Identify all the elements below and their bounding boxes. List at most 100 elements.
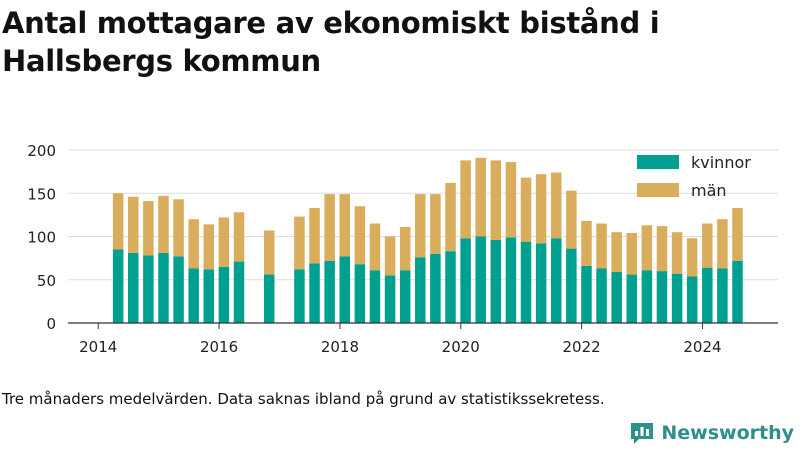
bar-kvinnor <box>415 257 426 323</box>
bar-kvinnor <box>369 270 381 323</box>
bar-kvinnor <box>671 273 683 323</box>
bar-män <box>460 160 471 239</box>
bar-män <box>686 238 698 277</box>
bar-män <box>671 232 683 274</box>
bar-män <box>324 194 335 261</box>
bar-män <box>399 226 411 271</box>
bar-män <box>581 220 592 266</box>
bar-män <box>384 236 396 276</box>
y-tick-label: 50 <box>37 272 56 290</box>
brand-logo[interactable]: Newsworthy <box>629 420 794 446</box>
bar-män <box>475 157 486 237</box>
bar-kvinnor <box>581 265 592 323</box>
y-tick-label: 150 <box>27 185 56 203</box>
x-tick-label: 2024 <box>683 338 721 356</box>
bar-män <box>415 194 426 258</box>
bar-män <box>535 174 547 244</box>
bar-män <box>294 216 305 270</box>
x-tick-label: 2018 <box>321 338 359 356</box>
bar-kvinnor <box>732 260 743 323</box>
y-tick-label: 200 <box>27 142 56 160</box>
bar-män <box>505 162 517 238</box>
bar-kvinnor <box>188 268 199 323</box>
bar-kvinnor <box>520 241 532 323</box>
bar-män <box>369 223 381 271</box>
bar-män <box>188 219 199 269</box>
bar-kvinnor <box>158 252 169 323</box>
bar-kvinnor <box>384 275 396 323</box>
bar-kvinnor <box>686 276 698 323</box>
bar-kvinnor <box>399 270 411 323</box>
bar-män <box>656 226 668 272</box>
x-tick-label: 2020 <box>442 338 480 356</box>
bar-kvinnor <box>339 256 350 323</box>
chart-title: Antal mottagare av ekonomiskt bistånd i … <box>2 6 660 78</box>
bar-kvinnor <box>702 267 713 323</box>
bar-kvinnor <box>309 263 320 323</box>
bar-män <box>490 160 502 240</box>
bar-kvinnor <box>550 238 562 323</box>
bar-män <box>128 196 139 253</box>
legend-swatch-kvinnor <box>637 155 679 169</box>
bar-kvinnor <box>535 243 547 323</box>
bar-män <box>112 193 124 250</box>
bar-män <box>173 199 184 257</box>
bar-män <box>596 223 607 269</box>
bar-kvinnor <box>143 255 154 323</box>
bar-män <box>218 217 230 267</box>
bar-kvinnor <box>490 239 502 323</box>
bar-kvinnor <box>128 252 139 323</box>
bar-kvinnor <box>203 269 215 323</box>
bar-kvinnor <box>626 274 638 323</box>
bar-män <box>203 224 215 270</box>
bar-män <box>717 219 728 269</box>
legend-label-män: män <box>691 181 727 200</box>
bar-män <box>430 194 441 254</box>
bar-kvinnor <box>611 271 622 323</box>
bar-kvinnor <box>717 268 728 323</box>
bar-kvinnor <box>173 256 184 323</box>
bar-kvinnor <box>233 261 245 323</box>
brand-name: Newsworthy <box>661 422 794 444</box>
bar-kvinnor <box>460 238 471 323</box>
bar-kvinnor <box>354 264 366 323</box>
bar-män <box>445 182 456 252</box>
bar-kvinnor <box>218 266 230 323</box>
bar-män <box>566 190 577 249</box>
bar-kvinnor <box>445 251 456 323</box>
bar-män <box>550 172 562 239</box>
y-tick-label: 0 <box>46 315 56 333</box>
bar-kvinnor <box>112 249 124 323</box>
bar-män <box>520 177 532 242</box>
legend-label-kvinnor: kvinnor <box>691 153 751 172</box>
y-tick-label: 100 <box>27 229 56 247</box>
bar-kvinnor <box>596 268 607 323</box>
x-tick-label: 2022 <box>563 338 601 356</box>
x-tick-label: 2014 <box>79 338 117 356</box>
bar-kvinnor <box>294 269 305 323</box>
bar-kvinnor <box>656 271 668 323</box>
bar-kvinnor <box>641 270 653 323</box>
bar-män <box>611 232 622 272</box>
bar-män <box>143 201 154 256</box>
footnote: Tre månaders medelvärden. Data saknas ib… <box>2 390 605 408</box>
bar-män <box>702 223 713 268</box>
bar-kvinnor <box>263 274 275 323</box>
bar-män <box>233 212 245 262</box>
newsworthy-logo-icon <box>631 423 654 444</box>
bar-män <box>339 194 350 257</box>
bar-kvinnor <box>475 236 486 323</box>
bar-chart: 0 50 100 150 200 2014 2016 2018 2020 2022 2024 kvin… <box>27 142 778 356</box>
bar-kvinnor <box>505 237 517 323</box>
bar-män <box>641 225 653 271</box>
bar-män <box>732 207 743 261</box>
bar-män <box>263 230 275 275</box>
bar-kvinnor <box>324 260 335 323</box>
bar-män <box>309 207 320 264</box>
bar-kvinnor <box>566 248 577 323</box>
bar-män <box>626 233 638 275</box>
bar-män <box>158 195 169 253</box>
bar-män <box>354 206 366 265</box>
bar-kvinnor <box>430 253 441 323</box>
x-tick-label: 2016 <box>200 338 238 356</box>
